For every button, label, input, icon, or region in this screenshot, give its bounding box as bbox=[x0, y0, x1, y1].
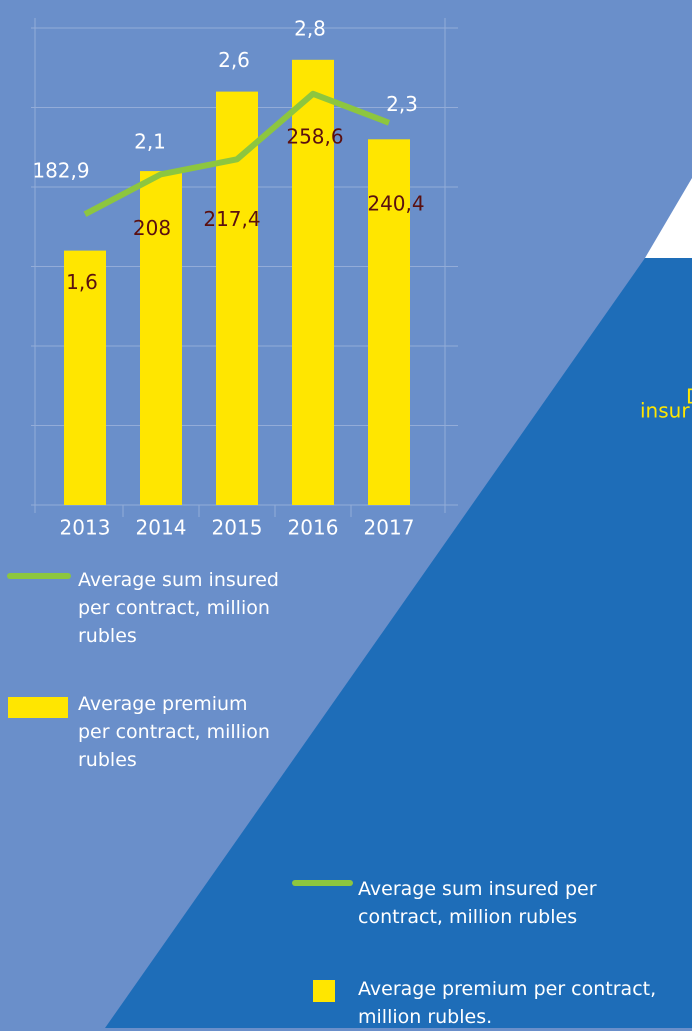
fragment: D bbox=[686, 385, 692, 409]
fragment: insur bbox=[640, 399, 690, 423]
value-label: 258,6 bbox=[286, 124, 343, 148]
legend-swatch bbox=[8, 697, 68, 718]
value-label: 2,8 bbox=[294, 16, 326, 40]
x-tick-label: 2013 bbox=[60, 516, 111, 540]
bg-dark bbox=[105, 258, 692, 1028]
bar bbox=[368, 139, 410, 506]
x-tick-label: 2016 bbox=[288, 516, 339, 540]
value-label: 208 bbox=[133, 216, 171, 240]
value-label: 217,4 bbox=[203, 207, 260, 231]
value-label: 2,1 bbox=[134, 130, 166, 154]
legend-label: Average sum insured per contract, millio… bbox=[78, 569, 279, 647]
bar bbox=[140, 171, 182, 505]
bg-white bbox=[645, 178, 692, 258]
value-label: 2,6 bbox=[218, 48, 250, 72]
value-label: 1,6 bbox=[66, 270, 98, 294]
line bbox=[83, 90, 391, 217]
x-tick-label: 2015 bbox=[212, 516, 263, 540]
bar bbox=[64, 250, 106, 505]
x-tick-label: 2017 bbox=[364, 516, 415, 540]
legend2-swatch bbox=[313, 980, 335, 1002]
legend-label: Average sum insured per contract, millio… bbox=[358, 878, 597, 928]
x-tick-label: 2014 bbox=[136, 516, 187, 540]
legend-label: Average premium per contract, million ru… bbox=[78, 693, 270, 771]
legend-label: Average premium per contract, million ru… bbox=[358, 978, 657, 1028]
value-label: 2,3 bbox=[386, 92, 418, 116]
bar bbox=[216, 91, 258, 505]
value-label: 240,4 bbox=[367, 191, 424, 215]
value-label: 182,9 bbox=[32, 159, 89, 183]
bar bbox=[292, 59, 334, 506]
